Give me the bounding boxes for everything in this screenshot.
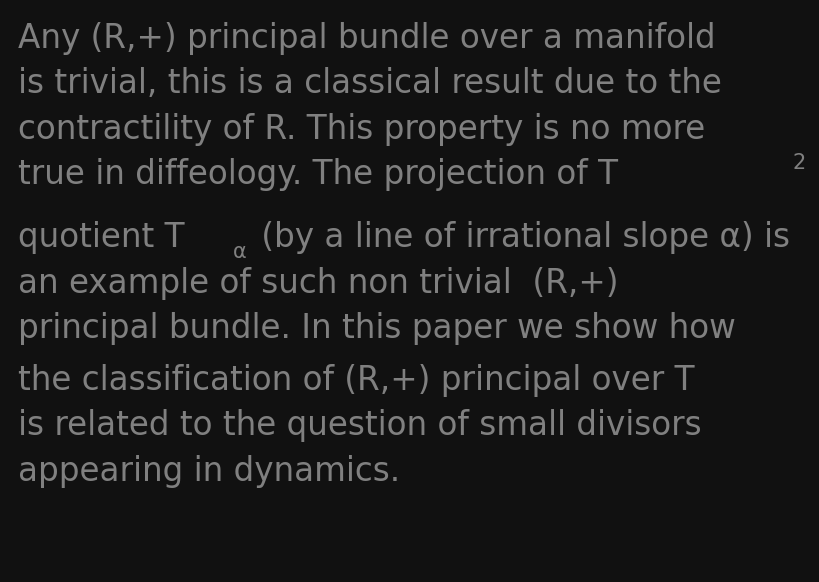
Text: principal bundle. In this paper we show how: principal bundle. In this paper we show … [18,312,735,345]
Text: is related to the question of small divisors: is related to the question of small divi… [18,409,701,442]
Text: quotient T: quotient T [18,221,184,254]
Text: Any (R,+) principal bundle over a manifold: Any (R,+) principal bundle over a manifo… [18,22,715,55]
Text: an example of such non trivial  (R,+): an example of such non trivial (R,+) [18,267,618,300]
Text: α: α [233,242,247,262]
Text: (by a line of irrational slope α) is: (by a line of irrational slope α) is [251,221,789,254]
Text: true in diffeology. The projection of T: true in diffeology. The projection of T [18,158,618,191]
Text: is trivial, this is a classical result due to the: is trivial, this is a classical result d… [18,67,721,100]
Text: over its: over its [808,158,819,191]
Text: the classification of (R,+) principal over T: the classification of (R,+) principal ov… [18,364,694,397]
Text: 2: 2 [791,154,804,173]
Text: contractility of R. This property is no more: contractility of R. This property is no … [18,112,704,146]
Text: appearing in dynamics.: appearing in dynamics. [18,455,400,488]
